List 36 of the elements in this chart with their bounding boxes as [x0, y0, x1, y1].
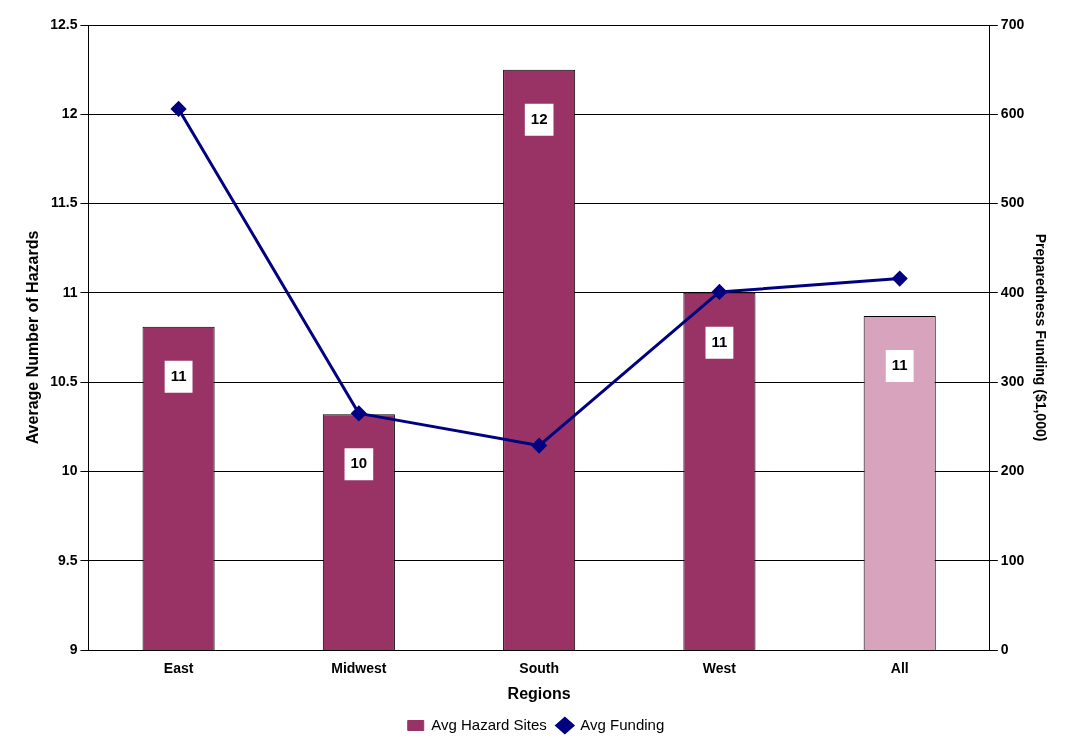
y2-tick-label: 400: [1000, 283, 1025, 300]
y-tick-label: 12: [61, 105, 78, 122]
y-tick-label: 10.5: [50, 373, 78, 389]
data-label: 11: [170, 366, 187, 384]
point: [531, 438, 547, 454]
y2-tick-label: 0: [1000, 640, 1009, 657]
x-axis-title: Regions: [507, 684, 571, 702]
y-tick-label: 9.5: [57, 551, 78, 568]
y2-tick-label: 200: [1000, 462, 1025, 479]
point: [351, 405, 367, 421]
point: [711, 284, 727, 300]
data-label: 10: [350, 454, 368, 472]
y-axis-title: Average Number of Hazards: [24, 230, 42, 445]
x-tick-label: Midwest: [331, 660, 387, 677]
y2-tick-label: 300: [1000, 373, 1025, 389]
x-tick-label: East: [163, 660, 194, 677]
y2-tick-label: 100: [1000, 551, 1025, 568]
x-tick-label: All: [890, 660, 909, 677]
point: [892, 271, 908, 287]
y-tick-label: 10: [61, 462, 78, 479]
y2-axis-title: Preparedness Funding ($1,000): [1032, 233, 1049, 442]
data-label: 11: [711, 333, 728, 350]
y-tick-label: 9: [69, 640, 78, 657]
y-tick-label: 12.5: [50, 15, 78, 32]
y2-tick-label: 500: [1000, 194, 1025, 211]
legend-label: Avg Funding: [580, 715, 665, 733]
x-tick-label: West: [702, 660, 737, 677]
y-tick-label: 11.5: [50, 194, 78, 211]
data-label: 11: [891, 356, 908, 374]
data-label: 12: [530, 109, 548, 127]
x-tick-label: South: [519, 660, 559, 677]
y2-tick-label: 700: [1000, 15, 1025, 32]
point: [171, 101, 187, 117]
y2-tick-label: 600: [1000, 105, 1025, 122]
legend-label: Avg Hazard Sites: [431, 715, 547, 733]
y-tick-label: 11: [62, 283, 78, 300]
